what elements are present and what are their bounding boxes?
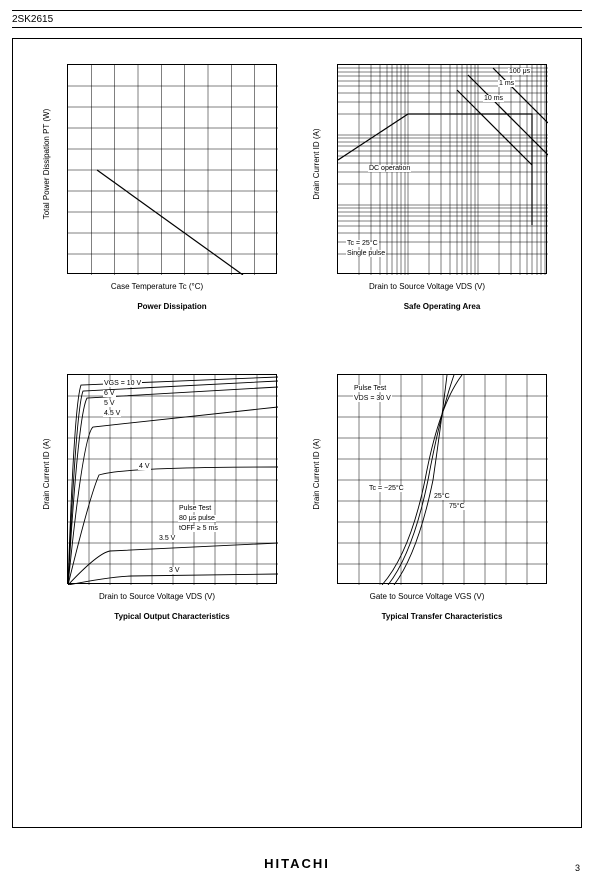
grid: [68, 375, 278, 585]
x-axis-label: Case Temperature Tc (°C): [57, 282, 257, 291]
chart-svg: [338, 375, 548, 585]
y-axis-label: Drain Current ID (A): [42, 374, 51, 574]
plot-area: VGS = 10 V 6 V 5 V 4.5 V 4 V 3.5 V 3 V P…: [67, 374, 277, 584]
device-header: 2SK2615: [12, 10, 582, 28]
annotation-100us: 100 μs: [508, 68, 531, 75]
vgs-label-6: 6 V: [103, 390, 116, 397]
chart-title: Typical Output Characteristics: [47, 612, 297, 621]
annotation-tc-75: 75°C: [448, 503, 466, 510]
chart-title: Power Dissipation: [47, 302, 297, 311]
vgs-label-5: 5 V: [103, 400, 116, 407]
annotation-tc: Tc = 25°C: [346, 240, 379, 247]
x-axis-label: Drain to Source Voltage VDS (V): [57, 592, 257, 601]
brand-footer: HITACHI: [0, 856, 594, 871]
chart-svg: [68, 375, 278, 585]
derating-line: [97, 170, 243, 275]
device-name: 2SK2615: [12, 14, 53, 25]
y-axis-label: Drain Current ID (A): [312, 64, 321, 264]
annotation-tc-m25: Tc = −25°C: [368, 485, 405, 492]
chart-output-characteristics: VGS = 10 V 6 V 5 V 4.5 V 4 V 3.5 V 3 V P…: [47, 364, 297, 659]
annotation-pulse-test: Pulse Test: [353, 385, 387, 392]
vgs-label-35: 3.5 V: [158, 535, 176, 542]
annotation-vds: VDS = 30 V: [353, 395, 392, 402]
charts-container: Total Power Dissipation PT (W) Case Temp…: [12, 39, 582, 848]
plot-area: [67, 64, 277, 274]
annotation-10ms: 10 ms: [483, 95, 504, 102]
vgs-label-3: 3 V: [168, 567, 181, 574]
page: 2SK2615: [0, 0, 594, 879]
content-frame: Total Power Dissipation PT (W) Case Temp…: [12, 38, 582, 848]
chart-svg: [68, 65, 278, 275]
x-axis-label: Drain to Source Voltage VDS (V): [327, 282, 527, 291]
plot-area: Pulse Test VDS = 30 V Tc = −25°C 25°C 75…: [337, 374, 547, 584]
annotation-1ms: 1 ms: [498, 80, 515, 87]
chart-title: Typical Transfer Characteristics: [317, 612, 567, 621]
plot-area: DC operation 10 ms 1 ms 100 μs Tc = 25°C…: [337, 64, 547, 274]
y-axis-label: Drain Current ID (A): [312, 374, 321, 574]
chart-power-dissipation: Total Power Dissipation PT (W) Case Temp…: [47, 54, 297, 349]
soa-1ms: [468, 75, 548, 155]
vgs-label: VGS = 10 V: [103, 380, 142, 387]
x-axis-label: Gate to Source Voltage VGS (V): [327, 592, 527, 601]
chart-safe-operating-area: DC operation 10 ms 1 ms 100 μs Tc = 25°C…: [317, 54, 567, 349]
vgs-label-45: 4.5 V: [103, 410, 121, 417]
annotation-toff: tOFF ≥ 5 ms: [178, 525, 219, 532]
vgs-label-4: 4 V: [138, 463, 151, 470]
annotation-dc: DC operation: [368, 165, 411, 172]
page-number: 3: [575, 863, 580, 873]
y-axis-label: Total Power Dissipation PT (W): [42, 64, 51, 264]
annotation-pulse: Single pulse: [346, 250, 386, 257]
grid: [68, 65, 278, 275]
annotation-tc-25: 25°C: [433, 493, 451, 500]
annotation-pulse-width: 80 μs pulse: [178, 515, 216, 522]
chart-title: Safe Operating Area: [317, 302, 567, 311]
chart-transfer-characteristics: Pulse Test VDS = 30 V Tc = −25°C 25°C 75…: [317, 364, 567, 659]
annotation-pulse-test: Pulse Test: [178, 505, 212, 512]
